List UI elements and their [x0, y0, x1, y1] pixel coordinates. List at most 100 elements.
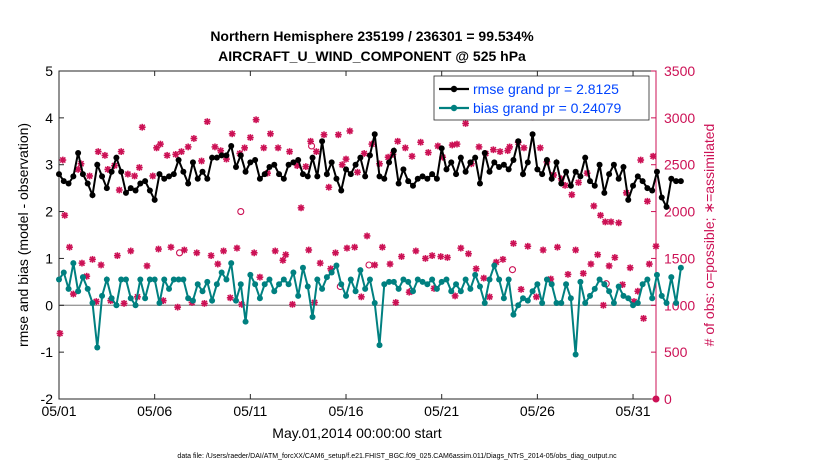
bias-point: [247, 271, 254, 278]
obs-assimilated-point: [594, 251, 602, 259]
obs-marker-stroke: [247, 134, 254, 141]
obs-assimilated-point: [271, 247, 279, 255]
x-tick-label: 05/01: [41, 403, 76, 419]
obs-marker-stroke: [650, 153, 657, 160]
obs-marker-stroke: [408, 153, 416, 160]
bias-point: [424, 281, 431, 288]
rmse-point: [491, 159, 498, 166]
obs-marker-stroke: [325, 184, 332, 191]
obs-assimilated-point: [94, 148, 102, 155]
obs-marker-stroke: [597, 212, 604, 219]
obs-assimilated-point: [316, 259, 324, 267]
obs-assimilated-point: [465, 250, 472, 258]
rmse-point: [271, 161, 278, 168]
rmse-point: [314, 173, 321, 180]
bias-point: [677, 264, 684, 271]
obs-marker-stroke: [70, 290, 77, 298]
rmse-point: [122, 189, 129, 196]
bias-point: [333, 262, 340, 269]
rmse-point: [586, 178, 593, 185]
bias-point: [213, 281, 220, 288]
obs-assimilated-point: [256, 273, 264, 281]
obs-marker-stroke: [496, 148, 504, 155]
rmse-point: [223, 152, 230, 159]
bias-point: [75, 288, 82, 295]
bias-point: [228, 260, 235, 267]
bias-point: [630, 302, 637, 309]
bias-point: [366, 276, 373, 283]
obs-marker-stroke: [59, 156, 66, 164]
obs-assimilated-point: [611, 254, 619, 261]
bias-point: [127, 295, 134, 302]
obs-assimilated-point: [59, 156, 67, 164]
bias-point: [285, 281, 292, 288]
obs-assimilated-point: [607, 218, 615, 226]
obs-marker-stroke: [214, 260, 221, 268]
obs-assimilated-point: [207, 252, 215, 260]
obs-marker-stroke: [627, 264, 634, 271]
obs-marker-stroke: [157, 140, 164, 148]
rmse-point: [56, 171, 62, 178]
obs-marker-stroke: [56, 330, 64, 337]
obs-marker-stroke: [361, 150, 368, 157]
obs-marker-stroke: [554, 244, 561, 251]
obs-assimilated-point: [163, 151, 171, 159]
obs-assimilated-point: [260, 144, 268, 152]
rmse-point: [237, 152, 244, 159]
obs-assimilated-point: [338, 161, 346, 169]
bias-point: [558, 299, 565, 306]
rmse-point: [99, 173, 106, 180]
obs-marker-stroke: [429, 252, 436, 259]
obs-assimilated-point: [127, 247, 135, 255]
bias-point: [79, 274, 86, 281]
bias-point: [218, 269, 225, 276]
bias-point: [357, 267, 364, 274]
obs-assimilated-point: [117, 148, 125, 155]
rmse-point: [285, 161, 292, 168]
bias-point: [319, 285, 326, 292]
bias-point: [405, 278, 412, 285]
obs-marker-stroke: [539, 246, 547, 254]
rmse-point: [94, 161, 101, 168]
bias-point: [252, 281, 259, 288]
obs-assimilated-point: [354, 168, 361, 176]
obs-marker-stroke: [394, 138, 401, 145]
obs-marker-stroke: [174, 304, 181, 311]
bias-point: [419, 278, 426, 285]
rmse-point: [400, 166, 407, 173]
obs-possible-point: [508, 266, 517, 274]
obs-marker-stroke: [267, 130, 274, 137]
rmse-point: [673, 178, 680, 185]
obs-marker-stroke: [580, 270, 587, 277]
obs-marker-stroke: [124, 170, 132, 178]
obs-assimilated-point: [286, 148, 293, 155]
obs-assimilated-point: [138, 123, 146, 131]
obs-assimilated-point: [489, 146, 497, 154]
obs-assimilated-point: [241, 144, 249, 152]
obs-assimilated-point: [61, 211, 69, 219]
bias-point: [108, 295, 115, 302]
obs-marker-stroke: [402, 144, 409, 151]
obs-assimilated-point: [401, 144, 409, 152]
obs-assimilated-point: [453, 140, 461, 148]
bias-point: [567, 295, 574, 302]
rmse-point: [467, 159, 474, 166]
obs-marker-stroke: [587, 260, 595, 268]
obs-assimilated-point: [135, 164, 143, 171]
obs-marker-stroke: [510, 240, 517, 247]
rmse-point: [524, 159, 531, 166]
bias-point: [137, 276, 144, 283]
bias-point: [70, 260, 77, 267]
rmse-point: [290, 159, 297, 166]
obs-assimilated-point: [649, 152, 657, 160]
rmse-point: [433, 175, 440, 182]
bias-point: [649, 295, 656, 302]
obs-marker-stroke: [320, 131, 328, 138]
bias-point: [118, 276, 125, 283]
rmse-point: [596, 161, 603, 168]
x-tick-label: 05/06: [137, 403, 172, 419]
obs-marker-stroke: [363, 232, 371, 240]
obs-assimilated-point: [124, 170, 132, 178]
obs-marker-stroke: [307, 138, 314, 145]
obs-marker-stroke: [537, 144, 544, 151]
